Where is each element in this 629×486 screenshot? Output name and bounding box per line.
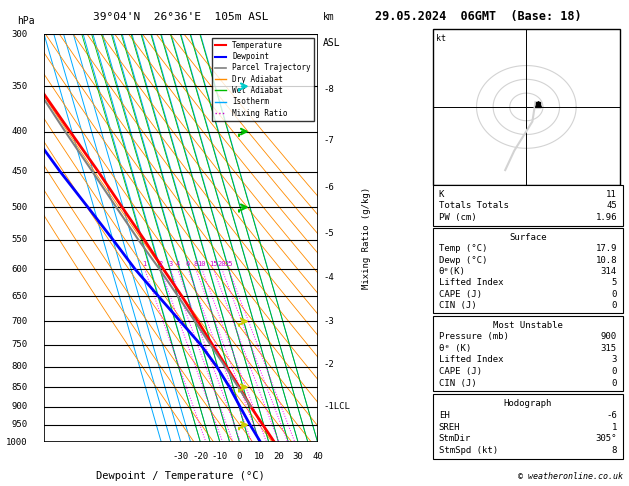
Text: SREH: SREH: [439, 422, 460, 432]
Text: 3: 3: [611, 355, 617, 364]
Bar: [433, 29, 620, 185]
Text: 350: 350: [11, 82, 28, 91]
Text: ASL: ASL: [323, 38, 341, 48]
Text: Hodograph: Hodograph: [504, 399, 552, 408]
Text: Temp (°C): Temp (°C): [439, 244, 487, 253]
Text: 17.9: 17.9: [596, 244, 617, 253]
Text: -8: -8: [323, 85, 334, 94]
Text: -4: -4: [323, 274, 334, 282]
Legend: Temperature, Dewpoint, Parcel Trajectory, Dry Adiabat, Wet Adiabat, Isotherm, Mi: Temperature, Dewpoint, Parcel Trajectory…: [211, 38, 314, 121]
Text: 8: 8: [194, 261, 198, 267]
Text: 1000: 1000: [6, 438, 28, 447]
Text: 305°: 305°: [596, 434, 617, 444]
Bar: [433, 394, 623, 459]
Text: 8: 8: [611, 447, 617, 455]
Text: Lifted Index: Lifted Index: [439, 278, 503, 287]
Text: 4: 4: [175, 261, 180, 267]
Text: km: km: [323, 12, 335, 22]
Text: 10.8: 10.8: [596, 256, 617, 265]
Text: 1.96: 1.96: [596, 213, 617, 222]
Text: StmSpd (kt): StmSpd (kt): [439, 447, 498, 455]
Bar: [433, 228, 623, 313]
Text: 15: 15: [209, 261, 218, 267]
Text: Totals Totals: Totals Totals: [439, 201, 509, 210]
Text: -2: -2: [323, 360, 334, 369]
Text: 550: 550: [11, 235, 28, 244]
Text: θᵉ(K): θᵉ(K): [439, 267, 465, 276]
Text: 25: 25: [225, 261, 233, 267]
Text: 39°04'N  26°36'E  105m ASL: 39°04'N 26°36'E 105m ASL: [93, 12, 269, 22]
Text: 2: 2: [159, 261, 163, 267]
Text: Dewp (°C): Dewp (°C): [439, 256, 487, 265]
Text: PW (cm): PW (cm): [439, 213, 476, 222]
Text: 650: 650: [11, 292, 28, 301]
Text: 10: 10: [198, 261, 206, 267]
Text: Lifted Index: Lifted Index: [439, 355, 503, 364]
Text: CAPE (J): CAPE (J): [439, 367, 482, 376]
Text: -3: -3: [323, 317, 334, 326]
Text: 900: 900: [601, 332, 617, 341]
Text: -1LCL: -1LCL: [323, 402, 350, 411]
Text: 3: 3: [168, 261, 172, 267]
Bar: [433, 185, 623, 226]
Text: Pressure (mb): Pressure (mb): [439, 332, 509, 341]
Text: 30: 30: [292, 452, 303, 462]
Text: 40: 40: [312, 452, 323, 462]
Text: 0: 0: [611, 379, 617, 388]
Text: -6: -6: [606, 411, 617, 419]
Text: StmDir: StmDir: [439, 434, 471, 444]
Text: Surface: Surface: [509, 233, 547, 242]
Text: 700: 700: [11, 317, 28, 326]
Text: 450: 450: [11, 167, 28, 176]
Text: 300: 300: [11, 30, 28, 38]
Text: 29.05.2024  06GMT  (Base: 18): 29.05.2024 06GMT (Base: 18): [375, 10, 581, 23]
Text: CIN (J): CIN (J): [439, 301, 476, 310]
Text: 315: 315: [601, 344, 617, 353]
Text: 950: 950: [11, 420, 28, 429]
Text: 800: 800: [11, 362, 28, 371]
Text: Mixing Ratio (g/kg): Mixing Ratio (g/kg): [362, 187, 371, 289]
Text: 1: 1: [143, 261, 147, 267]
Text: 750: 750: [11, 340, 28, 349]
Text: Most Unstable: Most Unstable: [493, 321, 563, 330]
Text: 0: 0: [611, 367, 617, 376]
Text: 0: 0: [611, 301, 617, 310]
Text: 20: 20: [273, 452, 284, 462]
Text: -10: -10: [212, 452, 228, 462]
Text: 600: 600: [11, 264, 28, 274]
Text: kt: kt: [436, 34, 446, 43]
Text: 1: 1: [611, 422, 617, 432]
Text: EH: EH: [439, 411, 450, 419]
Text: CIN (J): CIN (J): [439, 379, 476, 388]
Bar: [433, 316, 623, 391]
Text: 20: 20: [218, 261, 226, 267]
Text: 314: 314: [601, 267, 617, 276]
Text: 0: 0: [611, 290, 617, 299]
Text: hPa: hPa: [16, 16, 35, 26]
Text: 6: 6: [186, 261, 190, 267]
Text: © weatheronline.co.uk: © weatheronline.co.uk: [518, 472, 623, 481]
Text: -5: -5: [323, 229, 334, 238]
Text: -7: -7: [323, 136, 334, 145]
Text: 500: 500: [11, 203, 28, 212]
Text: 850: 850: [11, 382, 28, 392]
Text: CAPE (J): CAPE (J): [439, 290, 482, 299]
Text: 0: 0: [237, 452, 242, 462]
Text: 45: 45: [606, 201, 617, 210]
Text: 5: 5: [611, 278, 617, 287]
Text: -20: -20: [192, 452, 208, 462]
Text: K: K: [439, 190, 444, 199]
Text: Dewpoint / Temperature (°C): Dewpoint / Temperature (°C): [96, 471, 265, 481]
Text: -30: -30: [173, 452, 189, 462]
Text: 11: 11: [606, 190, 617, 199]
Text: 10: 10: [253, 452, 264, 462]
Text: 900: 900: [11, 402, 28, 411]
Text: θᵉ (K): θᵉ (K): [439, 344, 471, 353]
Text: -6: -6: [323, 183, 334, 192]
Text: 400: 400: [11, 127, 28, 136]
